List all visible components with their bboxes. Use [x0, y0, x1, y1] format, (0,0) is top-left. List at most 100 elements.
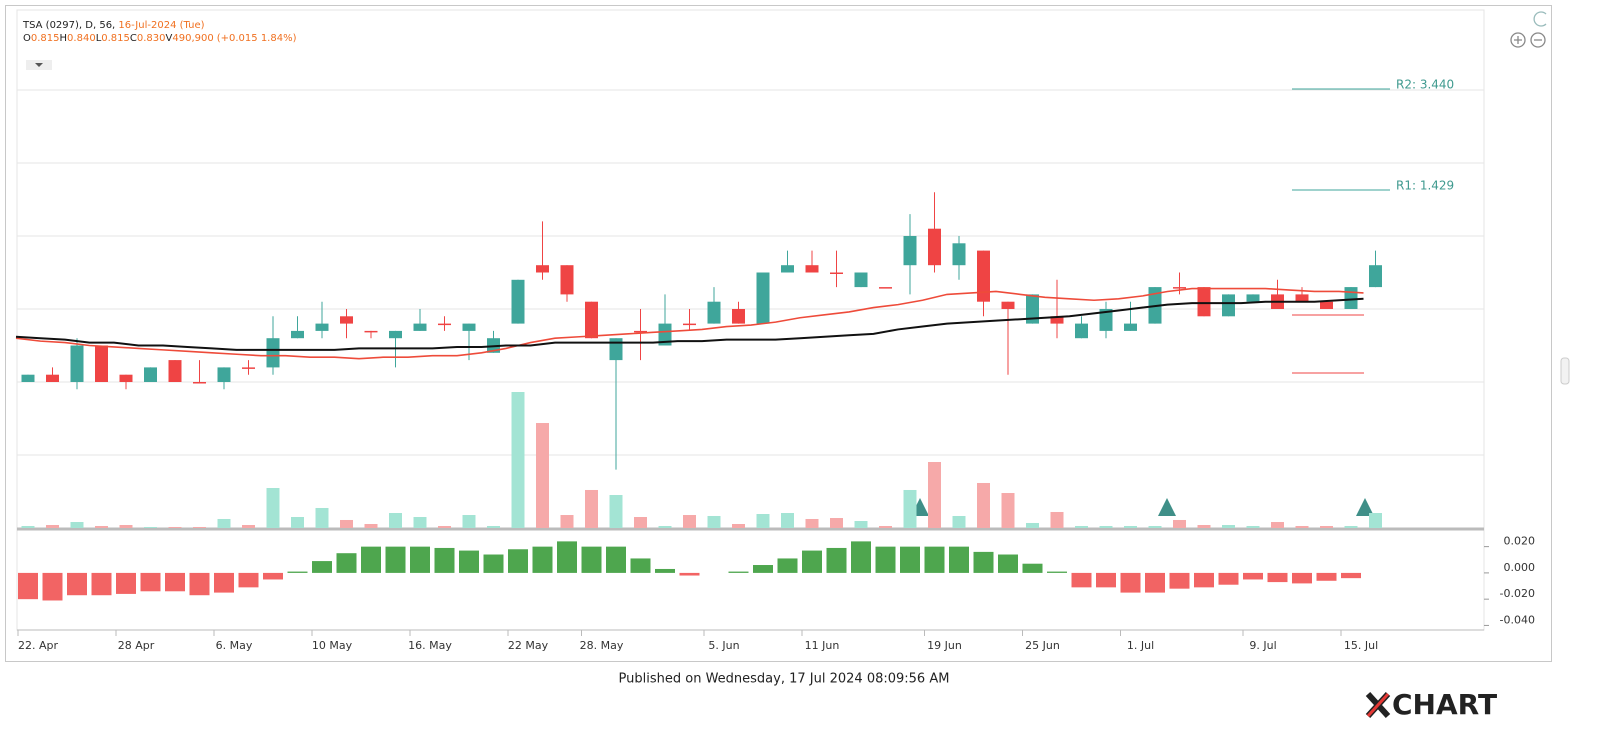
- candle-body: [732, 309, 745, 324]
- macd-bar: [581, 546, 602, 573]
- volume-bar: [805, 518, 819, 528]
- macd-bar: [679, 572, 700, 576]
- macd-bar: [900, 546, 920, 573]
- volume-bar: [1320, 526, 1333, 528]
- zoom-out[interactable]: [1530, 32, 1546, 48]
- volume-bar: [634, 517, 647, 528]
- volume-bar: [95, 526, 108, 528]
- volume-bar: [389, 512, 402, 528]
- candle-body: [879, 287, 892, 289]
- logo: CHART: [1392, 688, 1497, 721]
- quote: O0.815H0.840L0.815C0.830V490,900 (+0.015 …: [23, 33, 297, 44]
- candle-body: [462, 323, 476, 331]
- candle-body: [1222, 294, 1235, 317]
- volume-bar: [560, 515, 574, 528]
- macd-bar: [875, 546, 896, 573]
- refresh[interactable]: [1533, 11, 1547, 27]
- quote-change: (+0.015 1.84%): [217, 33, 297, 44]
- macd-bar: [67, 572, 87, 596]
- volume-bar: [462, 515, 476, 528]
- x-tick-label: 5. Jun: [708, 639, 739, 652]
- candle-body: [952, 243, 966, 266]
- symbol: TSA (0297), D, 56, 16-Jul-2024 (Tue): [22, 20, 205, 31]
- volume-bar: [1001, 493, 1015, 528]
- quote-value: 0.830: [137, 33, 166, 44]
- volume-bar: [364, 523, 378, 528]
- macd-bar: [1341, 572, 1361, 579]
- y-tick-label: -0.040: [1500, 613, 1535, 626]
- candle-body: [217, 367, 231, 382]
- candle-body: [511, 279, 525, 324]
- macd-bar: [1169, 572, 1190, 589]
- pivot-lines: [1292, 88, 1390, 191]
- plot-area: [16, 9, 1485, 631]
- candle-body: [1246, 294, 1260, 302]
- macd-bar: [826, 547, 847, 573]
- volume-bar: [609, 495, 623, 528]
- volume-bar: [1197, 525, 1211, 528]
- volume-bar: [585, 489, 598, 528]
- x-tick-label: 22 May: [508, 639, 549, 652]
- macd-bar: [777, 558, 798, 573]
- macd-bar: [459, 550, 479, 573]
- candle-body: [46, 374, 59, 382]
- macd-bar: [214, 572, 234, 593]
- candle-body: [560, 265, 574, 295]
- candle-body: [903, 236, 917, 266]
- macd-bar: [91, 572, 112, 596]
- menu-arrow: [35, 63, 43, 67]
- y-tick-label: -0.020: [1500, 587, 1535, 600]
- candle-body: [928, 228, 941, 266]
- quote-key: H: [60, 33, 68, 44]
- volume-bar: [536, 423, 549, 528]
- volume-bar: [144, 526, 157, 528]
- volume-bar: [1099, 526, 1113, 528]
- volume-bar: [291, 517, 304, 528]
- moving-average: [15, 287, 1364, 360]
- candle-body: [1295, 294, 1309, 302]
- volume-bar: [854, 521, 868, 528]
- candle-body: [683, 323, 696, 326]
- macd-bar: [1047, 571, 1067, 573]
- candle-body: [781, 265, 794, 273]
- candle-body: [805, 265, 819, 273]
- volume-bar: [683, 515, 696, 528]
- candle-body: [242, 367, 255, 369]
- candle-body: [634, 330, 647, 333]
- logo-x-accent: [1366, 692, 1390, 718]
- volume-bar: [1369, 513, 1382, 528]
- side-tab[interactable]: [1560, 357, 1570, 385]
- candle-body: [830, 272, 843, 274]
- macd-bar: [1071, 572, 1092, 588]
- candle-body: [364, 330, 378, 333]
- quote-key: V: [166, 33, 173, 44]
- macd-bar: [949, 546, 969, 573]
- quote-value: 0.815: [31, 33, 60, 44]
- x-tick-label: 1. Jul: [1127, 639, 1154, 652]
- macd-bar: [42, 572, 63, 601]
- zoom-in[interactable]: [1510, 32, 1526, 48]
- x-tick-label: 19 Jun: [927, 639, 962, 652]
- candle-body: [21, 374, 35, 382]
- candle-body: [1075, 323, 1088, 339]
- macd-bar: [336, 553, 357, 573]
- x-tick-label: 25 Jun: [1025, 639, 1060, 652]
- macd-bar: [606, 546, 626, 573]
- macd-bar: [655, 568, 675, 573]
- candle-body: [536, 265, 549, 273]
- candle-body: [756, 272, 770, 324]
- macd-bar: [385, 546, 406, 573]
- candle-body: [389, 330, 402, 339]
- candle-body: [315, 323, 329, 331]
- candle-body: [1026, 294, 1039, 324]
- macd-bar: [361, 546, 381, 573]
- macd-bar: [557, 541, 577, 573]
- macd-bar: [18, 572, 38, 600]
- candle-body: [1173, 287, 1186, 289]
- macd-bar: [532, 546, 553, 573]
- candle-body: [266, 338, 280, 368]
- volume-bar: [879, 526, 892, 528]
- macd-bar: [802, 550, 822, 573]
- quote-key: L: [96, 33, 102, 44]
- macd-bar: [116, 572, 136, 594]
